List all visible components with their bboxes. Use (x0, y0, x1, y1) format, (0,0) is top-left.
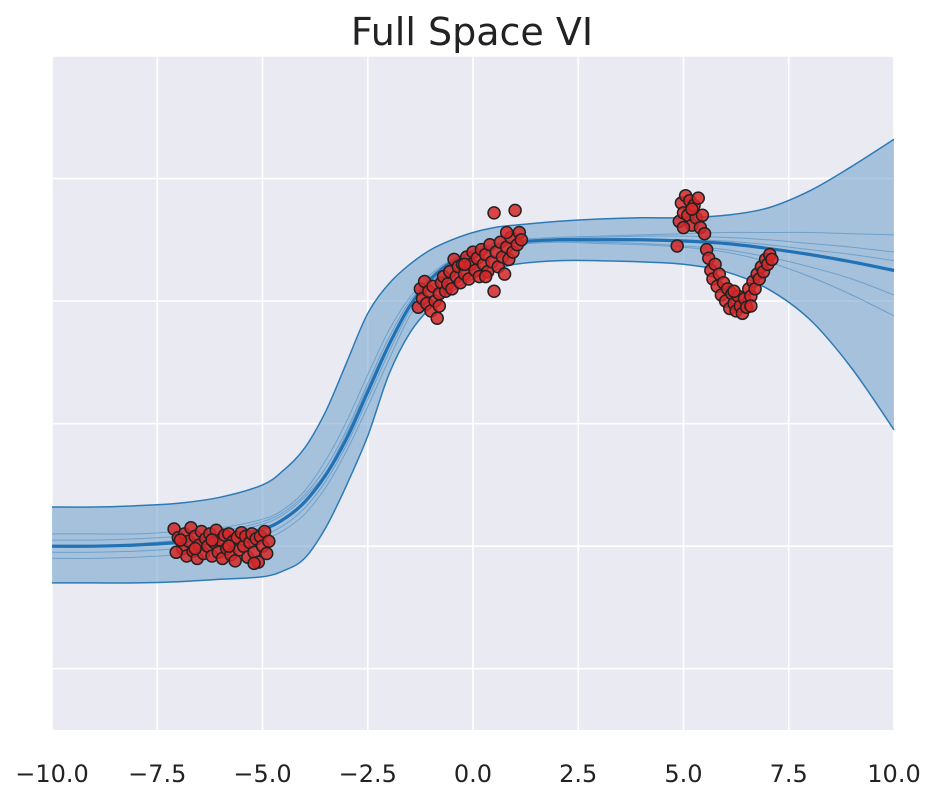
data-point-150 (670, 239, 684, 253)
data-point-48 (222, 539, 236, 553)
x-tick-label-4: 0.0 (454, 760, 492, 788)
x-tick-label-2: −5.0 (233, 760, 291, 788)
data-point-43 (262, 534, 276, 549)
data-point-91 (497, 267, 512, 281)
scatter-points-group (167, 188, 779, 571)
x-tick-label-8: 10.0 (867, 760, 920, 788)
x-tick-label-6: 5.0 (664, 760, 702, 788)
data-point-149 (765, 252, 779, 267)
data-point-102 (478, 269, 493, 284)
data-point-151 (676, 220, 691, 235)
data-point-96 (508, 203, 522, 218)
data-point-27 (228, 554, 242, 568)
data-point-103 (457, 257, 472, 272)
data-point-116 (695, 208, 710, 223)
data-point-101 (432, 299, 447, 313)
posterior-sample-2 (51, 231, 895, 535)
data-point-117 (697, 226, 712, 241)
data-point-154 (744, 299, 758, 313)
x-tick-label-3: −2.5 (339, 760, 397, 788)
data-point-114 (691, 191, 705, 205)
data-point-49 (247, 556, 261, 571)
data-point-46 (188, 541, 202, 556)
x-tick-label-5: 2.5 (559, 760, 597, 788)
band-upper-edge (51, 138, 895, 508)
data-point-152 (685, 202, 699, 216)
chart-title: Full Space VI (351, 10, 593, 54)
uncertainty-band (52, 139, 894, 583)
x-tick-labels: −10.0 −7.5 −5.0 −2.5 0.0 2.5 5.0 7.5 10.0 (15, 760, 920, 788)
x-tick-label-0: −10.0 (15, 760, 89, 788)
data-point-44 (169, 545, 183, 560)
data-point-45 (173, 533, 188, 547)
data-point-100 (487, 206, 501, 220)
data-point-99 (514, 233, 529, 247)
data-point-153 (727, 284, 741, 299)
data-point-42 (259, 546, 274, 561)
data-point-86 (487, 284, 501, 299)
x-tick-label-7: 7.5 (770, 760, 808, 788)
data-point-59 (430, 311, 444, 325)
data-point-104 (499, 225, 514, 240)
data-point-47 (205, 533, 219, 547)
x-tick-label-1: −7.5 (128, 760, 186, 788)
